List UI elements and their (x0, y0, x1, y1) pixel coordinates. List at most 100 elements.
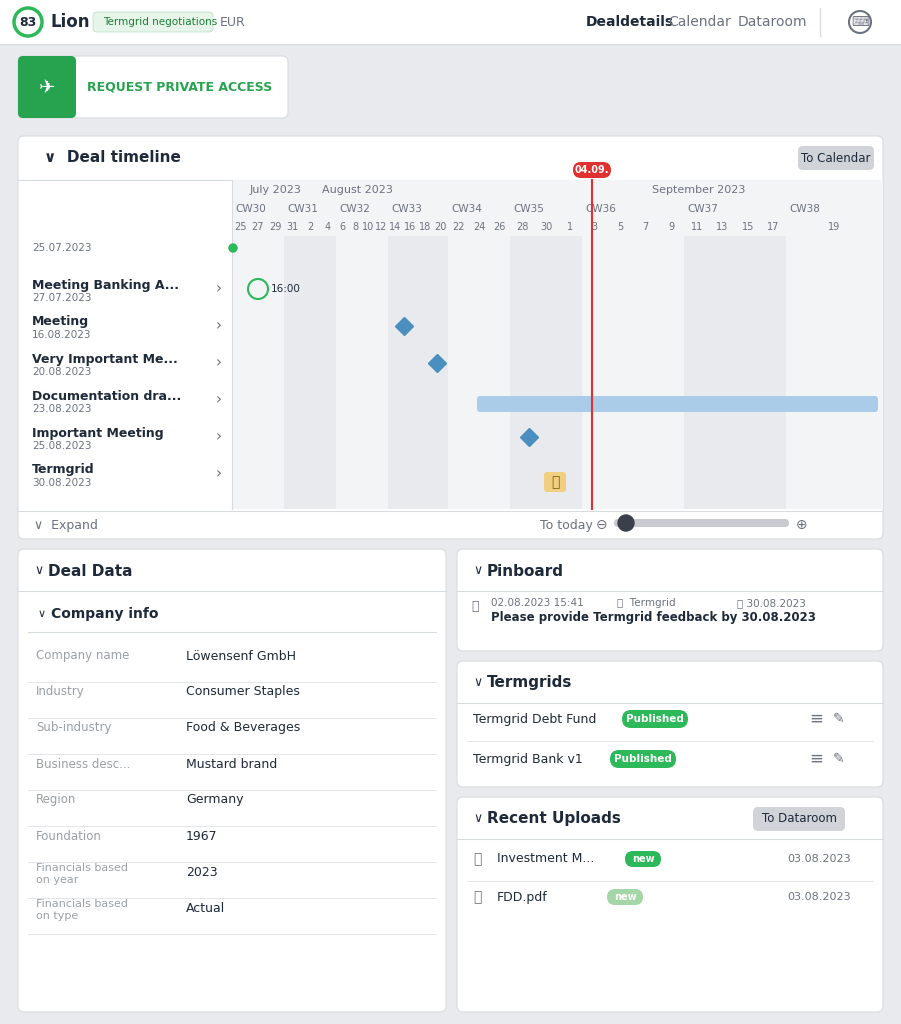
Text: ∨: ∨ (473, 812, 482, 825)
Circle shape (229, 244, 237, 252)
Text: 🏷  Termgrid: 🏷 Termgrid (617, 598, 676, 608)
Bar (284, 200, 336, 218)
Text: ∨: ∨ (473, 677, 482, 689)
Text: Lion: Lion (50, 13, 89, 31)
Bar (684, 236, 786, 509)
Text: Löwensenf GmbH: Löwensenf GmbH (186, 649, 296, 663)
Text: Foundation: Foundation (36, 829, 102, 843)
Text: CW31: CW31 (287, 204, 318, 214)
Text: Termgrid negotiations: Termgrid negotiations (103, 17, 217, 27)
Text: 📄: 📄 (473, 852, 481, 866)
Text: ⊖: ⊖ (596, 518, 607, 532)
Text: 26: 26 (494, 222, 505, 232)
Text: Investment M...: Investment M... (497, 853, 595, 865)
Text: Very Important Me...: Very Important Me... (32, 352, 177, 366)
Text: ∨: ∨ (34, 564, 43, 578)
Text: Sub-industry: Sub-industry (36, 722, 112, 734)
Text: 2: 2 (307, 222, 314, 232)
Text: 28: 28 (515, 222, 528, 232)
Bar (591, 180, 593, 509)
Text: To today: To today (540, 518, 593, 531)
Text: 31: 31 (287, 222, 299, 232)
Text: Actual: Actual (186, 901, 225, 914)
FancyBboxPatch shape (798, 146, 874, 170)
Text: To Dataroom: To Dataroom (761, 812, 836, 825)
FancyBboxPatch shape (610, 750, 676, 768)
Text: ∨: ∨ (473, 564, 482, 578)
Text: 7: 7 (642, 222, 649, 232)
Text: ≡: ≡ (809, 710, 823, 728)
FancyBboxPatch shape (614, 519, 789, 527)
FancyBboxPatch shape (607, 889, 643, 905)
Text: CW30: CW30 (235, 204, 266, 214)
Text: CW38: CW38 (789, 204, 820, 214)
Bar (786, 200, 883, 218)
Text: 03.08.2023: 03.08.2023 (787, 854, 851, 864)
Text: 12: 12 (376, 222, 387, 232)
Text: Termgrid: Termgrid (32, 464, 95, 476)
FancyBboxPatch shape (18, 549, 446, 1012)
Text: 5: 5 (617, 222, 623, 232)
Text: Company name: Company name (36, 649, 130, 663)
FancyBboxPatch shape (457, 662, 883, 787)
FancyBboxPatch shape (622, 710, 688, 728)
Text: Meeting Banking A...: Meeting Banking A... (32, 279, 179, 292)
Text: Published: Published (614, 754, 672, 764)
Text: ›: › (216, 429, 222, 444)
Text: Business desc...: Business desc... (36, 758, 131, 770)
Text: 30.08.2023: 30.08.2023 (32, 478, 91, 488)
Text: 16:00: 16:00 (271, 284, 301, 294)
Text: 14: 14 (389, 222, 402, 232)
Text: 17: 17 (767, 222, 779, 232)
Text: 19: 19 (828, 222, 841, 232)
Text: Dataroom: Dataroom (738, 15, 807, 29)
Text: 25.07.2023: 25.07.2023 (32, 243, 92, 253)
Bar (232, 218, 883, 236)
Text: new: new (632, 854, 654, 864)
Text: ›: › (216, 282, 222, 297)
Text: 29: 29 (269, 222, 281, 232)
Bar (510, 200, 582, 218)
Bar (582, 200, 684, 218)
Text: Documentation dra...: Documentation dra... (32, 389, 181, 402)
Text: ∨: ∨ (38, 609, 46, 618)
Text: Important Meeting: Important Meeting (32, 427, 164, 439)
Bar (232, 180, 883, 200)
FancyBboxPatch shape (18, 136, 883, 539)
Text: 3: 3 (592, 222, 597, 232)
Text: CW35: CW35 (513, 204, 544, 214)
Text: 15: 15 (742, 222, 754, 232)
Text: CW36: CW36 (585, 204, 616, 214)
Text: 11: 11 (691, 222, 703, 232)
FancyBboxPatch shape (93, 12, 213, 32)
Text: 8: 8 (352, 222, 359, 232)
Text: ✎: ✎ (833, 752, 844, 766)
Text: 20.08.2023: 20.08.2023 (32, 367, 91, 377)
Text: 04.09.: 04.09. (575, 165, 609, 175)
Text: 22: 22 (452, 222, 465, 232)
Text: 25.08.2023: 25.08.2023 (32, 441, 92, 451)
Text: Meeting: Meeting (32, 315, 89, 329)
Text: 1967: 1967 (186, 829, 218, 843)
Text: ✎: ✎ (833, 712, 844, 726)
Bar (388, 236, 448, 509)
Text: REQUEST PRIVATE ACCESS: REQUEST PRIVATE ACCESS (87, 81, 272, 93)
FancyBboxPatch shape (625, 851, 661, 867)
Text: Financials based
on type: Financials based on type (36, 899, 128, 921)
Circle shape (618, 515, 634, 531)
Text: 02.08.2023 15:41: 02.08.2023 15:41 (491, 598, 584, 608)
Text: CW34: CW34 (451, 204, 482, 214)
Text: ⊕: ⊕ (796, 518, 807, 532)
Text: 10: 10 (362, 222, 375, 232)
Bar (582, 236, 684, 509)
Text: ⌨: ⌨ (851, 15, 869, 29)
Text: EUR: EUR (220, 15, 246, 29)
Text: July 2023: July 2023 (250, 185, 302, 195)
Text: ≡: ≡ (809, 750, 823, 768)
Text: September 2023: September 2023 (652, 185, 745, 195)
Text: 30: 30 (540, 222, 552, 232)
Text: Calendar: Calendar (668, 15, 731, 29)
FancyBboxPatch shape (457, 797, 883, 1012)
Bar (284, 236, 336, 509)
Bar (232, 236, 284, 509)
